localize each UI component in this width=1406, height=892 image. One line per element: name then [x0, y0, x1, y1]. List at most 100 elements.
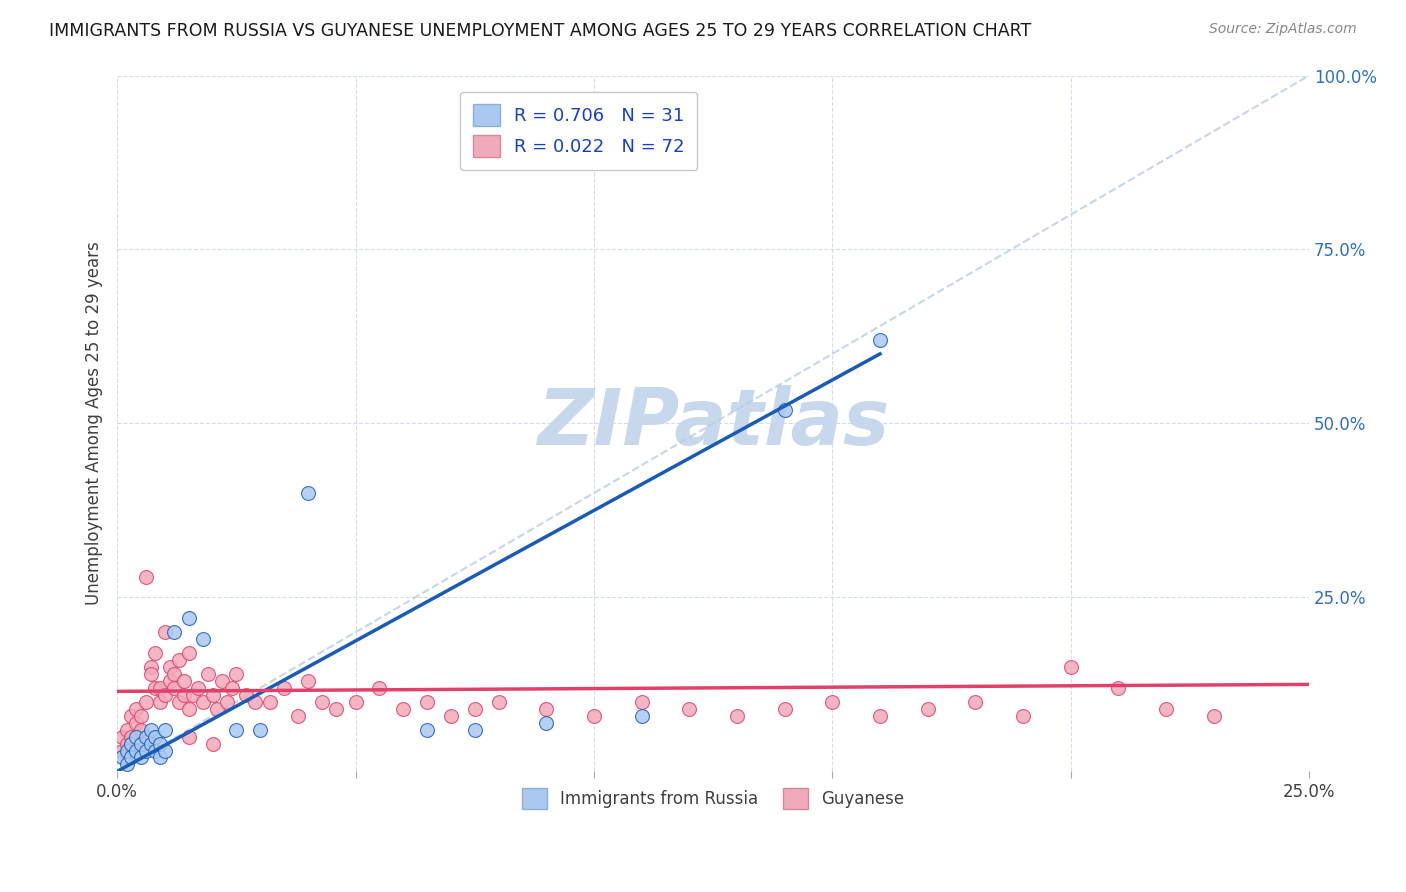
Point	[163, 625, 186, 640]
Point	[153, 743, 176, 757]
Point	[287, 708, 309, 723]
Point	[187, 681, 209, 695]
Point	[177, 702, 200, 716]
Point	[149, 750, 172, 764]
Point	[129, 708, 152, 723]
Point	[139, 737, 162, 751]
Point	[177, 611, 200, 625]
Point	[221, 681, 243, 695]
Point	[464, 702, 486, 716]
Point	[159, 660, 181, 674]
Point	[1060, 660, 1083, 674]
Point	[536, 702, 558, 716]
Point	[125, 743, 148, 757]
Point	[259, 695, 281, 709]
Point	[725, 708, 748, 723]
Point	[1107, 681, 1129, 695]
Point	[159, 673, 181, 688]
Point	[464, 723, 486, 737]
Point	[344, 695, 367, 709]
Point	[630, 708, 652, 723]
Point	[297, 673, 319, 688]
Point	[197, 667, 219, 681]
Point	[773, 702, 796, 716]
Point	[173, 688, 195, 702]
Point	[869, 333, 891, 347]
Point	[869, 708, 891, 723]
Point	[440, 708, 463, 723]
Point	[143, 730, 166, 744]
Point	[121, 737, 143, 751]
Point	[139, 660, 162, 674]
Point	[191, 632, 214, 647]
Point	[153, 688, 176, 702]
Point	[1012, 708, 1035, 723]
Point	[153, 625, 176, 640]
Point	[191, 695, 214, 709]
Point	[273, 681, 295, 695]
Point	[115, 737, 138, 751]
Point	[135, 743, 157, 757]
Point	[821, 695, 844, 709]
Point	[121, 708, 143, 723]
Point	[368, 681, 391, 695]
Point	[163, 681, 186, 695]
Point	[167, 653, 190, 667]
Point	[167, 695, 190, 709]
Text: IMMIGRANTS FROM RUSSIA VS GUYANESE UNEMPLOYMENT AMONG AGES 25 TO 29 YEARS CORREL: IMMIGRANTS FROM RUSSIA VS GUYANESE UNEMP…	[49, 22, 1032, 40]
Point	[678, 702, 700, 716]
Point	[325, 702, 347, 716]
Point	[207, 702, 229, 716]
Point	[135, 569, 157, 583]
Y-axis label: Unemployment Among Ages 25 to 29 years: Unemployment Among Ages 25 to 29 years	[86, 242, 103, 606]
Point	[111, 730, 134, 744]
Point	[582, 708, 605, 723]
Point	[225, 667, 247, 681]
Point	[630, 695, 652, 709]
Point	[917, 702, 939, 716]
Point	[129, 750, 152, 764]
Point	[177, 646, 200, 660]
Point	[163, 667, 186, 681]
Point	[111, 750, 134, 764]
Point	[1154, 702, 1177, 716]
Point	[121, 750, 143, 764]
Point	[125, 730, 148, 744]
Point	[249, 723, 271, 737]
Point	[125, 715, 148, 730]
Point	[201, 688, 224, 702]
Point	[215, 695, 238, 709]
Point	[965, 695, 987, 709]
Legend: Immigrants from Russia, Guyanese: Immigrants from Russia, Guyanese	[515, 781, 911, 815]
Point	[125, 702, 148, 716]
Point	[149, 737, 172, 751]
Point	[245, 695, 267, 709]
Point	[135, 695, 157, 709]
Point	[392, 702, 415, 716]
Point	[149, 681, 172, 695]
Point	[143, 646, 166, 660]
Point	[149, 695, 172, 709]
Point	[143, 681, 166, 695]
Point	[153, 723, 176, 737]
Point	[177, 730, 200, 744]
Point	[488, 695, 510, 709]
Text: Source: ZipAtlas.com: Source: ZipAtlas.com	[1209, 22, 1357, 37]
Point	[111, 743, 134, 757]
Point	[235, 688, 257, 702]
Point	[773, 402, 796, 417]
Text: ZIPatlas: ZIPatlas	[537, 385, 889, 461]
Point	[173, 673, 195, 688]
Point	[139, 667, 162, 681]
Point	[129, 737, 152, 751]
Point	[115, 757, 138, 772]
Point	[135, 730, 157, 744]
Point	[416, 723, 439, 737]
Point	[225, 723, 247, 737]
Point	[311, 695, 333, 709]
Point	[129, 723, 152, 737]
Point	[297, 486, 319, 500]
Point	[416, 695, 439, 709]
Point	[115, 743, 138, 757]
Point	[115, 723, 138, 737]
